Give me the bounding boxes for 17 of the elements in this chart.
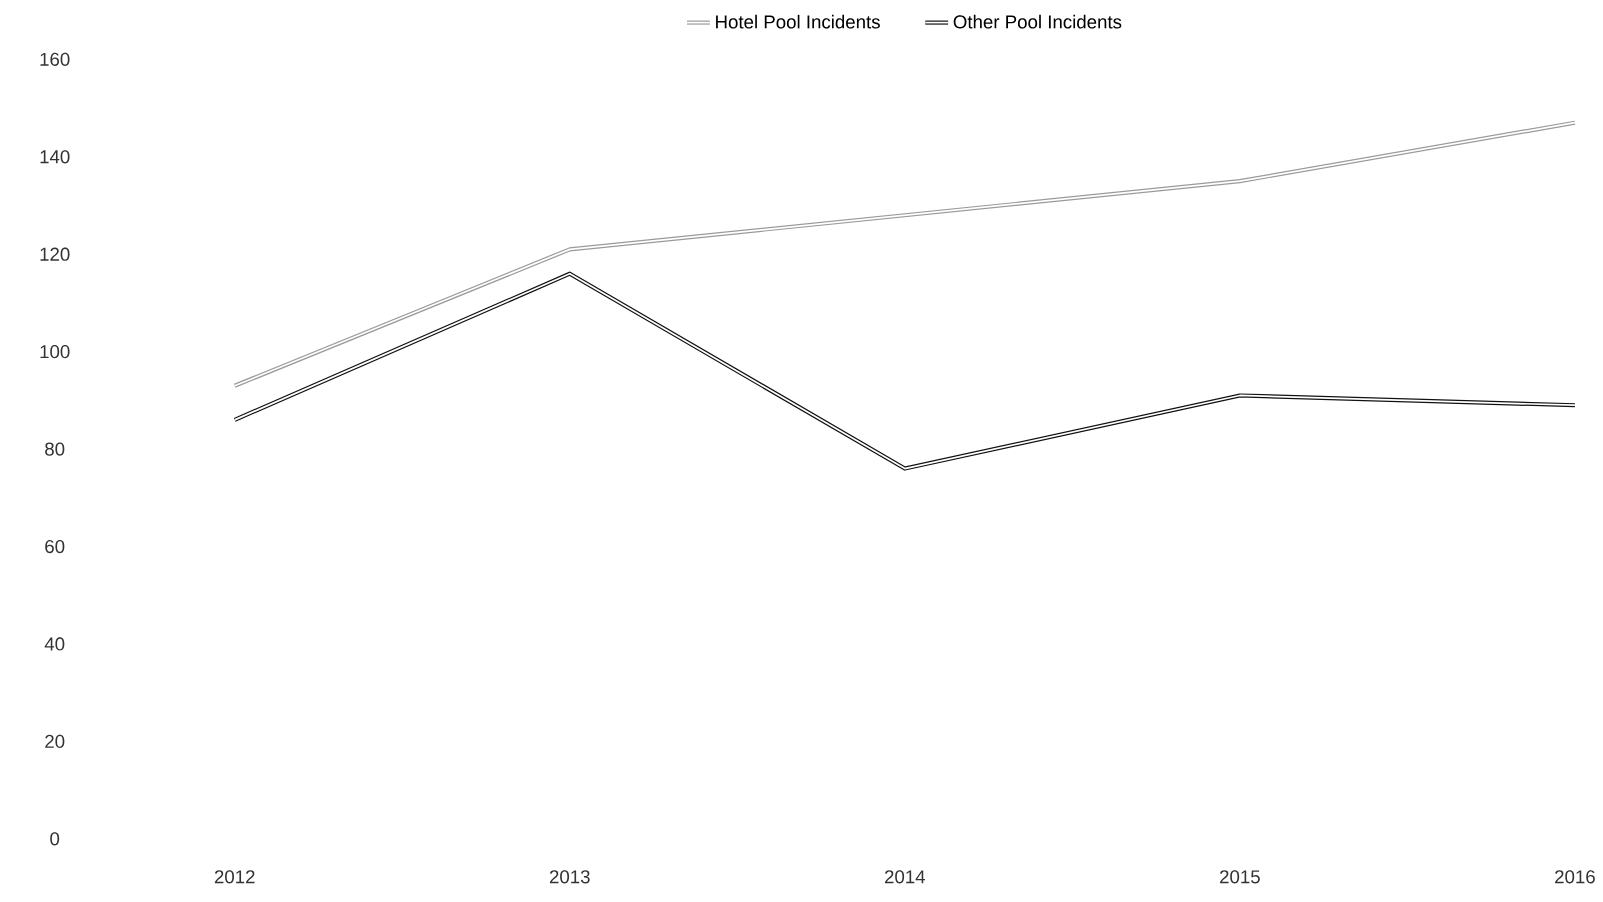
y-tick-label: 80 — [45, 442, 65, 456]
legend-label: Other Pool Incidents — [953, 14, 1122, 29]
x-tick-label: 2012 — [214, 870, 255, 884]
y-tick-label: 20 — [45, 734, 65, 748]
y-tick-label: 100 — [40, 344, 70, 359]
x-tick-label: 2016 — [1555, 870, 1595, 884]
y-tick-label: 40 — [44, 637, 65, 651]
y-tick-label: 140 — [40, 150, 70, 164]
y-tick-label: 120 — [40, 247, 70, 261]
x-tick-label: 2013 — [549, 870, 590, 884]
y-tick-label: 60 — [45, 539, 65, 554]
y-tick-label: 0 — [50, 832, 60, 846]
x-tick-label: 2015 — [1220, 870, 1260, 884]
line-series — [232, 271, 1577, 471]
y-tick-label: 160 — [40, 52, 70, 66]
legend-label: Hotel Pool Incidents — [716, 14, 880, 29]
x-tick-label: 2014 — [885, 870, 926, 884]
